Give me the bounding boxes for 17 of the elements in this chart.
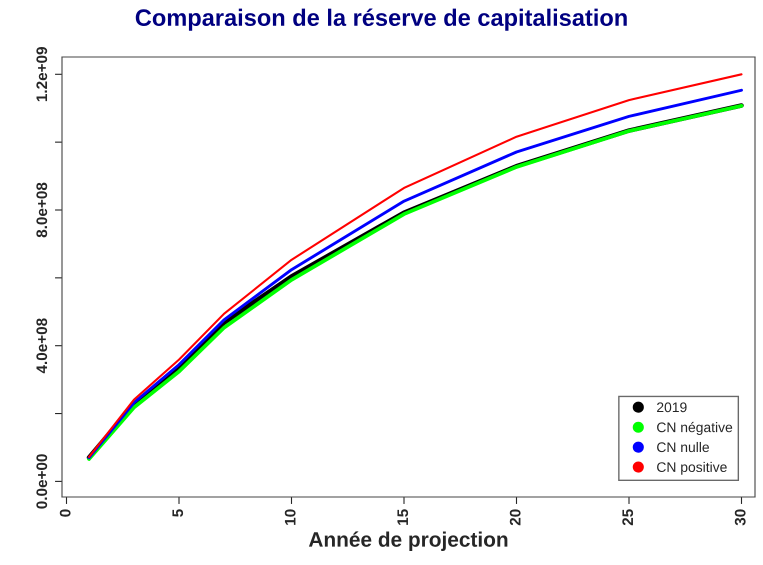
x-tick-label: 20 [510, 509, 521, 526]
legend-label: CN nulle [657, 442, 709, 452]
x-tick-label: 25 [622, 509, 634, 526]
x-axis-title: Année de projection [308, 531, 508, 551]
y-tick-label: 4.0e+08 [36, 318, 48, 374]
y-tick-label: 1.2e+09 [36, 47, 48, 102]
x-tick-label: 10 [284, 509, 296, 525]
x-tick-label: 15 [397, 509, 408, 525]
x-tick-label: 30 [734, 509, 746, 526]
x-tick-label: 0 [60, 509, 71, 517]
y-tick-label: 8.0e+08 [36, 182, 48, 238]
legend-label: CN négative [657, 422, 732, 435]
y-tick-label: 0.0e+00 [36, 454, 48, 509]
x-tick-label: 5 [172, 509, 184, 517]
legend-label: CN positive [657, 462, 727, 475]
chart-title: Comparaison de la réserve de capitalisation [136, 8, 627, 31]
legend-label: 2019 [657, 402, 687, 412]
